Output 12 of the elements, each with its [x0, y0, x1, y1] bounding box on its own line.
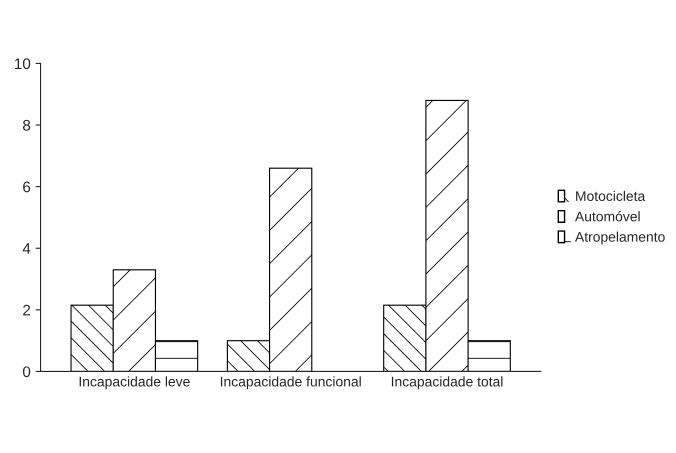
legend-label: Motocicleta: [576, 190, 646, 202]
y-tick-label: 6: [23, 182, 30, 192]
y-tick-label: 10: [15, 58, 30, 70]
y-tick-label: 4: [22, 243, 30, 254]
y-tick-label: 8: [23, 120, 30, 131]
y-tick-label: 0: [22, 366, 30, 378]
x-tick-label: Incapacidade leve: [80, 376, 190, 390]
legend-label: Atropelamento: [574, 232, 665, 245]
y-tick-label: 2: [23, 304, 30, 316]
legend-label: Automóvel: [574, 211, 640, 222]
x-tick-label: Incapacidade funcional: [220, 376, 361, 390]
x-tick-label: Incapacidade total: [392, 376, 502, 390]
